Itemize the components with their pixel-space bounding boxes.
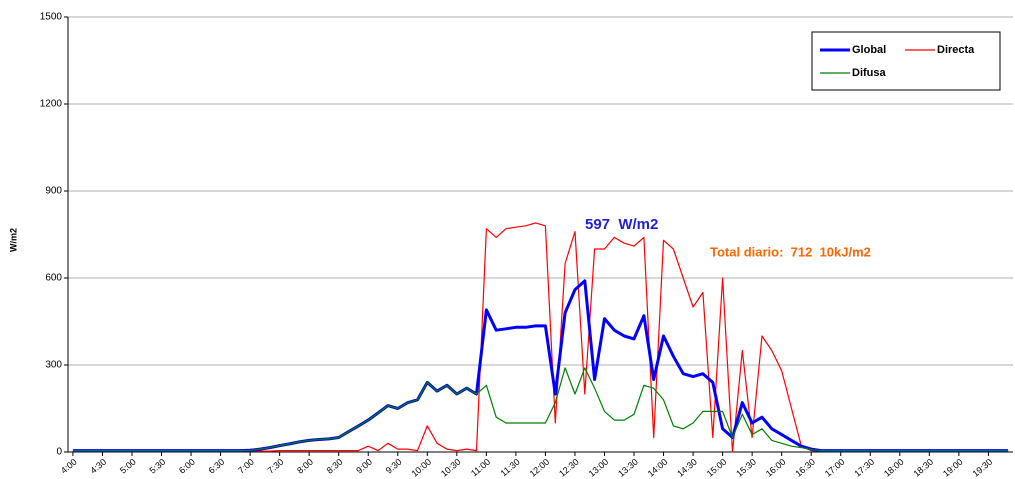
x-tick-label: 13:00 (587, 457, 611, 479)
x-tick-label: 10:30 (439, 457, 463, 479)
y-tick-label: 300 (45, 360, 62, 371)
x-tick-label: 7:00 (236, 457, 256, 476)
x-tick-label: 18:00 (882, 457, 906, 479)
legend-label: Difusa (852, 67, 887, 79)
x-tick-label: 8:00 (295, 457, 315, 476)
x-tick-label: 10:00 (409, 457, 433, 479)
y-tick-label: 900 (45, 186, 62, 197)
x-tick-label: 9:00 (354, 457, 374, 476)
y-axis-label: W/m2 (8, 228, 18, 252)
x-tick-label: 4:00 (59, 457, 79, 476)
x-tick-label: 6:30 (207, 457, 227, 476)
x-tick-label: 16:00 (764, 457, 788, 479)
annotation: 597 W/m2 (585, 216, 658, 233)
x-tick-label: 9:30 (384, 457, 404, 476)
x-tick-label: 13:30 (616, 457, 640, 479)
x-tick-label: 5:30 (147, 457, 167, 476)
y-tick-label: 1500 (40, 12, 63, 23)
series-line (72, 279, 1009, 453)
x-tick-label: 11:00 (469, 457, 492, 479)
x-tick-label: 12:30 (557, 457, 581, 479)
x-tick-label: 7:30 (266, 457, 286, 476)
x-tick-label: 8:30 (325, 457, 345, 476)
x-tick-label: 12:00 (528, 457, 552, 479)
x-tick-label: 19:00 (941, 457, 965, 479)
y-tick-label: 0 (56, 447, 62, 458)
legend-label: Directa (937, 44, 975, 56)
x-tick-label: 11:30 (499, 457, 522, 479)
legend-box (811, 31, 1001, 91)
x-tick-label: 14:00 (646, 457, 670, 479)
x-tick-label: 14:30 (675, 457, 699, 479)
x-tick-label: 15:30 (734, 457, 758, 479)
y-tick-label: 600 (45, 273, 62, 284)
x-tick-label: 19:30 (971, 457, 995, 479)
x-tick-label: 16:30 (793, 457, 817, 479)
x-tick-label: 6:00 (177, 457, 197, 476)
x-tick-label: 5:00 (118, 457, 138, 476)
series-line (72, 367, 1009, 452)
x-tick-label: 17:00 (823, 457, 847, 479)
x-tick-label: 17:30 (852, 457, 876, 479)
y-tick-label: 1200 (40, 99, 63, 110)
legend-label: Global (852, 44, 886, 56)
x-tick-label: 4:30 (88, 457, 108, 476)
annotation: Total diario: 712 10kJ/m2 (710, 244, 871, 259)
x-tick-label: 18:30 (911, 457, 935, 479)
x-tick-label: 15:00 (705, 457, 729, 479)
